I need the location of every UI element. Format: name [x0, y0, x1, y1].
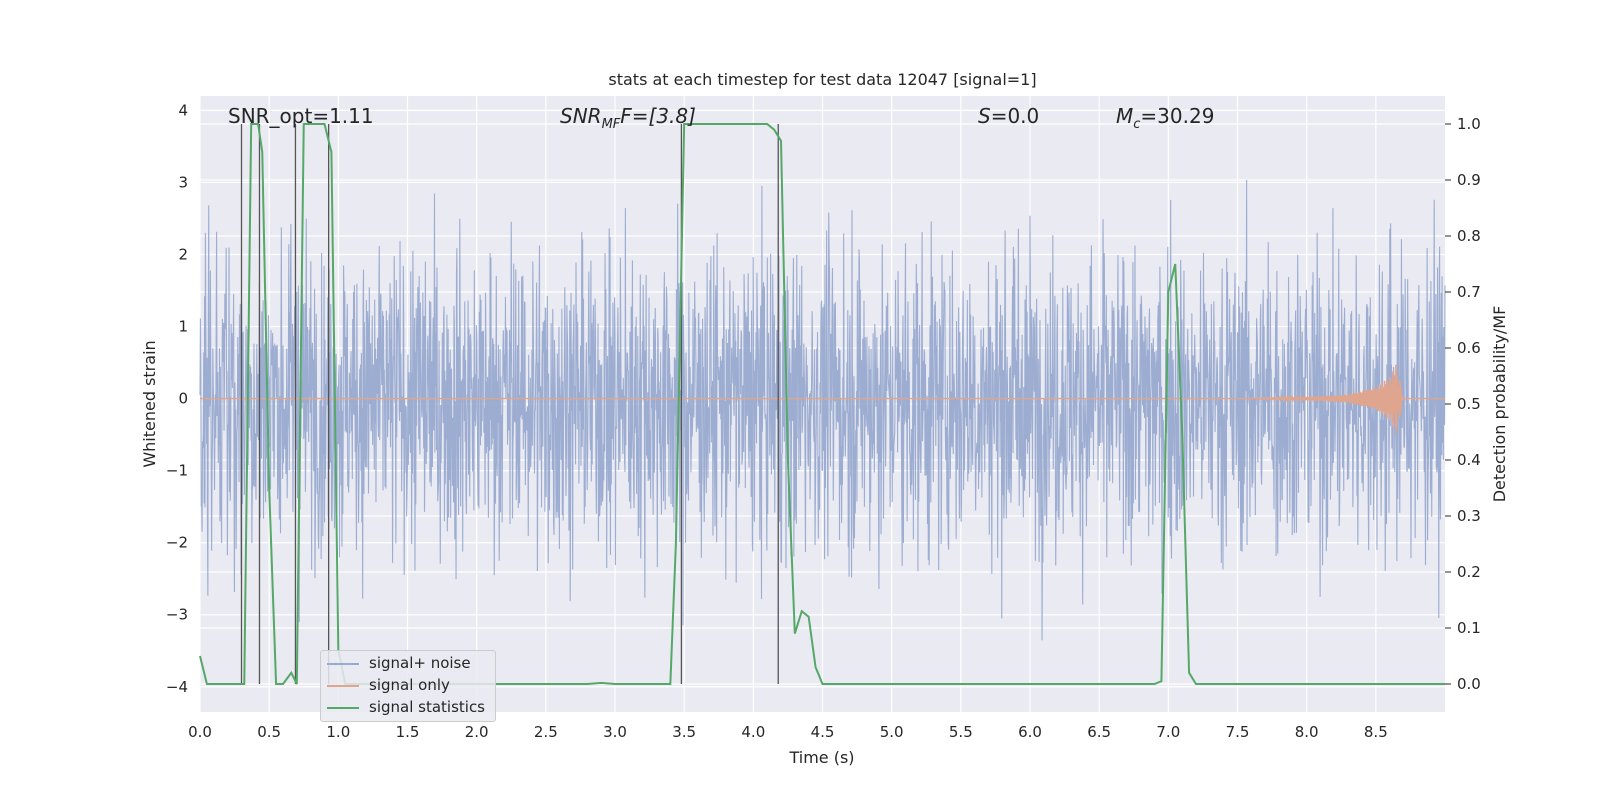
y2-tick-label: 0.6 — [1457, 339, 1481, 357]
mc-symbol: M — [1116, 104, 1134, 128]
snr-mf-sub: MF — [601, 117, 621, 132]
legend-entry-statistics: signal statistics — [321, 697, 495, 719]
snr-opt-annotation: SNR_opt=1.11 — [228, 104, 374, 128]
y-tick-label: 3 — [178, 173, 188, 191]
legend-label-signal: signal only — [369, 676, 450, 694]
y2-tick-label: 0.0 — [1457, 675, 1481, 693]
noise-line — [199, 179, 1446, 641]
legend-swatch-signal — [327, 685, 359, 687]
signal-statistics-series — [199, 123, 1445, 685]
x-tick-label: 3.5 — [672, 723, 696, 741]
x-tick-label: 4.0 — [741, 723, 765, 741]
x-tick-label: 8.0 — [1295, 723, 1319, 741]
x-tick-labels: 0.0 0.5 1.0 1.5 2.0 2.5 3.0 3.5 4.0 4.5 5.0 5.5 6.0 6… — [188, 723, 1388, 741]
snr-mf-value: F=[3.8] — [620, 104, 696, 128]
statistics-line — [199, 123, 1445, 685]
x-tick-label: 4.5 — [811, 723, 835, 741]
chart-title: stats at each timestep for test data 120… — [608, 70, 1037, 89]
snr-mf-annotation: SNRMFF=[3.8] — [560, 104, 696, 132]
x-tick-label: 1.5 — [396, 723, 420, 741]
mc-value: =30.29 — [1140, 104, 1215, 128]
y2-tick-label: 0.2 — [1457, 563, 1481, 581]
y-tick-label: 2 — [178, 246, 188, 264]
snr-mf-base: SNR — [560, 104, 602, 128]
noise-series — [199, 179, 1446, 641]
x-tick-label: 2.5 — [534, 723, 558, 741]
legend-label-noise: signal+ noise — [369, 654, 471, 672]
y-tick-label: −3 — [166, 606, 188, 624]
s-value: =0.0 — [990, 104, 1040, 128]
y2-tick-label: 0.8 — [1457, 227, 1481, 245]
y2-tick-label: 0.1 — [1457, 619, 1481, 637]
x-tick-label: 0.5 — [257, 723, 281, 741]
y2-tick-label: 0.7 — [1457, 283, 1481, 301]
x-tick-label: 1.0 — [326, 723, 350, 741]
y2-tick-labels: 1.0 0.9 0.8 0.7 0.6 0.5 0.4 0.3 0.2 0.1 0.0 — [1445, 115, 1481, 693]
signal-only-line — [200, 364, 1445, 434]
x-tick-label: 5.0 — [880, 723, 904, 741]
y-tick-label: −4 — [166, 678, 188, 696]
x-tick-label: 8.5 — [1364, 723, 1388, 741]
y2-tick-label: 0.9 — [1457, 171, 1481, 189]
y2-tick-label: 0.5 — [1457, 395, 1481, 413]
snr-opt-text: SNR_opt=1.11 — [228, 104, 374, 128]
x-tick-label: 7.0 — [1156, 723, 1180, 741]
legend-label-statistics: signal statistics — [369, 698, 486, 716]
x-tick-label: 0.0 — [188, 723, 212, 741]
mc-annotation: Mc=30.29 — [1116, 104, 1214, 132]
y-axis-label: Whitened strain — [140, 340, 159, 467]
y2-axis-label: Detection probability/MF — [1490, 306, 1509, 503]
x-tick-label: 5.5 — [949, 723, 973, 741]
legend-swatch-noise — [327, 663, 359, 665]
legend-entry-signal: signal only — [321, 675, 495, 697]
y2-tick-label: 0.3 — [1457, 507, 1481, 525]
legend: signal+ noise signal only signal statist… — [320, 650, 496, 722]
y-tick-labels: 4 3 2 1 0 −1 −2 −3 −4 — [166, 101, 188, 695]
y-tick-label: −2 — [166, 534, 188, 552]
x-tick-label: 2.0 — [465, 723, 489, 741]
x-tick-label: 6.0 — [1018, 723, 1042, 741]
s-annotation: S=0.0 — [978, 104, 1039, 128]
s-symbol: S — [978, 104, 991, 128]
mc-sub: c — [1133, 117, 1141, 132]
x-tick-label: 3.0 — [603, 723, 627, 741]
signal-only-series — [200, 364, 1445, 434]
y-tick-label: 0 — [178, 390, 188, 408]
y-tick-label: 1 — [178, 318, 188, 336]
legend-swatch-statistics — [327, 707, 359, 709]
x-axis-label: Time (s) — [788, 748, 854, 767]
y-tick-label: −1 — [166, 462, 188, 480]
y2-tick-label: 0.4 — [1457, 451, 1481, 469]
x-tick-label: 7.5 — [1226, 723, 1250, 741]
x-tick-label: 6.5 — [1087, 723, 1111, 741]
legend-entry-noise: signal+ noise — [321, 653, 495, 675]
y2-tick-label: 1.0 — [1457, 115, 1481, 133]
y-tick-label: 4 — [178, 101, 188, 119]
